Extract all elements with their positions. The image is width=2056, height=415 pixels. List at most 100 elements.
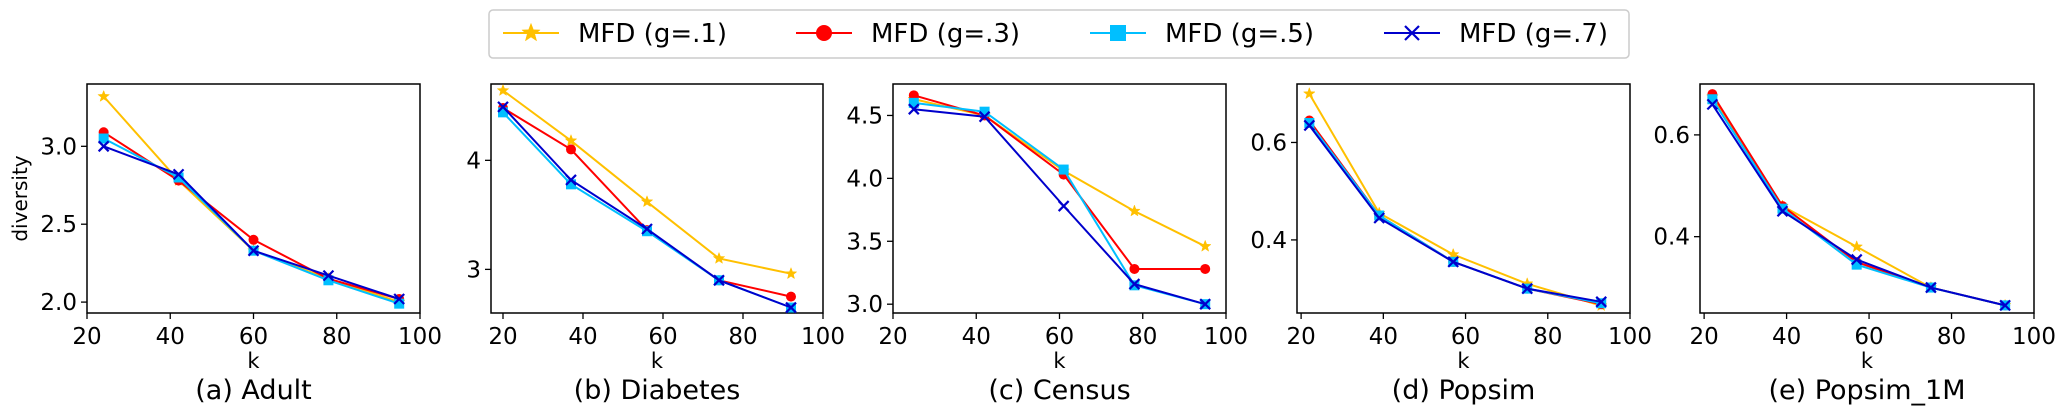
- data-point: [908, 97, 919, 108]
- series-line: [1308, 93, 1602, 307]
- x-tick-label: 80: [1937, 324, 1966, 350]
- series-line: [102, 95, 400, 304]
- x-tick-label: 60: [1045, 324, 1074, 350]
- series: [98, 127, 405, 304]
- legend-marker: [1404, 25, 1420, 41]
- data-point: [98, 133, 109, 144]
- x-tick-label: 80: [1128, 324, 1157, 350]
- x-tick-label: 40: [1369, 324, 1398, 350]
- series-line: [1308, 122, 1602, 305]
- data-point: [566, 144, 576, 155]
- data-point: [1304, 117, 1315, 128]
- x-tick-label: 100: [2012, 324, 2056, 350]
- data-point: [1129, 263, 1140, 274]
- data-point: [1777, 203, 1788, 214]
- data-point: [642, 226, 652, 237]
- legend-entry: MFD (g=.3): [796, 19, 1020, 49]
- x-tick-label: 20: [878, 324, 907, 350]
- data-point: [497, 101, 509, 113]
- series-line: [1711, 96, 2006, 307]
- series: [497, 101, 797, 314]
- chart-panel: 20 40 60 80 100 0.4 0.6 k(e) Popsim_1M: [1653, 83, 2056, 406]
- y-tick-label: 3: [466, 257, 481, 283]
- x-tick-label: 20: [72, 324, 101, 350]
- data-point: [784, 266, 798, 280]
- series: [498, 107, 796, 313]
- data-point: [1373, 212, 1385, 224]
- legend-entry: MFD (g=.7): [1384, 19, 1608, 49]
- series: [1706, 89, 2012, 311]
- data-point: [908, 90, 919, 101]
- series: [1304, 117, 1607, 309]
- data-point: [713, 274, 725, 287]
- series-line: [1711, 98, 2006, 307]
- series: [1304, 115, 1607, 310]
- legend-marker: [1110, 25, 1126, 41]
- series: [496, 83, 798, 280]
- data-point: [564, 133, 578, 147]
- data-point: [1521, 282, 1533, 295]
- data-point: [173, 172, 184, 183]
- data-point: [248, 234, 259, 245]
- x-tick-label: 80: [728, 324, 757, 350]
- series-line: [1711, 103, 2006, 307]
- series-line: [913, 101, 1206, 306]
- series-line: [913, 108, 1206, 306]
- data-point: [1851, 259, 1862, 270]
- legend: MFD (g=.1) MFD (g=.3) MFD (g=.5) MFD (g=.7): [488, 9, 1630, 59]
- series: [908, 97, 1211, 310]
- series-line: [502, 106, 792, 309]
- y-tick-label: 0.4: [1653, 225, 1690, 251]
- data-point: [1925, 281, 1937, 294]
- x-tick-label: 60: [239, 324, 268, 350]
- plot-frame: [86, 83, 421, 314]
- legend-label: MFD (g=.3): [871, 19, 1020, 49]
- plot-frame: [1699, 83, 2035, 314]
- data-point: [1374, 210, 1385, 221]
- y-tick-label: 4: [466, 148, 481, 174]
- data-point: [1850, 240, 1864, 253]
- x-tick-label: 100: [1608, 324, 1652, 350]
- x-axis-label: k: [1861, 349, 1874, 373]
- series: [1303, 119, 1607, 308]
- plot-frame: [1296, 83, 1631, 314]
- x-tick-label: 20: [1286, 324, 1315, 350]
- data-point: [786, 291, 796, 302]
- x-tick-label: 40: [568, 324, 597, 350]
- data-point: [1595, 296, 1607, 308]
- y-tick-label: 2.5: [40, 212, 77, 238]
- legend-label: MFD (g=.5): [1165, 19, 1314, 49]
- chart-panel: 20 40 60 80 100 3.0 3.5 4.0 4.5 k(c) Census: [846, 83, 1248, 406]
- chart-panel: 20 40 60 80 100 2.0 2.5 3.0 k diversity (a) Adult: [8, 83, 442, 406]
- x-tick-label: 20: [1689, 324, 1718, 350]
- data-point: [1200, 263, 1211, 274]
- chart-title: (d) Popsim: [1392, 375, 1536, 406]
- data-point: [1058, 164, 1069, 175]
- chart-title: (e) Popsim_1M: [1768, 375, 1965, 406]
- y-tick-label: 0.6: [1250, 130, 1287, 156]
- data-point: [1128, 278, 1141, 290]
- x-tick-label: 100: [398, 324, 442, 350]
- series: [1707, 94, 2011, 311]
- data-point: [1199, 298, 1211, 310]
- x-tick-label: 80: [322, 324, 351, 350]
- series: [97, 140, 405, 305]
- data-point: [97, 89, 111, 102]
- data-point: [908, 103, 920, 115]
- data-point: [322, 269, 335, 282]
- series-line: [103, 131, 400, 300]
- data-point: [566, 179, 576, 190]
- data-point: [641, 223, 653, 235]
- x-tick-label: 60: [1854, 324, 1883, 350]
- x-tick-label: 40: [962, 324, 991, 350]
- legend-marker: [521, 22, 541, 42]
- y-tick-label: 0.6: [1653, 123, 1690, 149]
- data-point: [1707, 94, 1718, 105]
- series-line: [1308, 124, 1602, 303]
- x-tick-label: 100: [1204, 324, 1248, 350]
- legend-label: MFD (g=.1): [578, 19, 727, 49]
- chart-title: (c) Census: [988, 375, 1130, 406]
- data-point: [394, 298, 405, 309]
- y-tick-label: 0.4: [1250, 228, 1287, 254]
